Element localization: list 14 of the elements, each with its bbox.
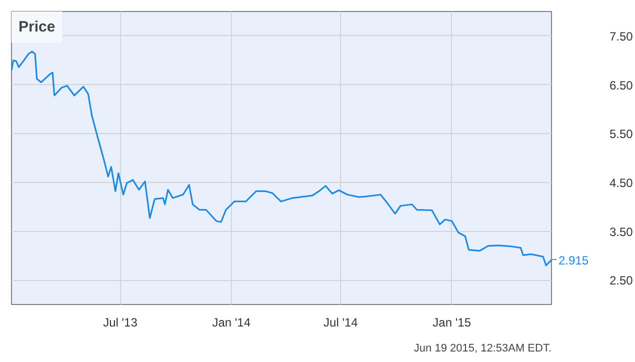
- y-tick-label: 3.50: [610, 224, 634, 239]
- y-tick-label: 6.50: [610, 78, 634, 92]
- x-tick-label: Jan '14: [212, 316, 251, 330]
- text: Price: [18, 18, 56, 36]
- x-tick-label: Jan '15: [432, 316, 472, 330]
- text: Jun 19 2015, 12:53AM EDT.: [414, 342, 552, 354]
- y-tick-label: 4.50: [610, 176, 634, 190]
- line-series: [12, 50, 552, 266]
- x-tick-label: Jul '13: [103, 316, 138, 330]
- y-tick-label: 7.50: [610, 29, 634, 44]
- y-tick-label: 5.50: [610, 127, 634, 142]
- y-tick-label: 2.50: [610, 274, 634, 288]
- x-tick-label: Jul '14: [324, 316, 358, 330]
- text: 2.915: [558, 253, 589, 268]
